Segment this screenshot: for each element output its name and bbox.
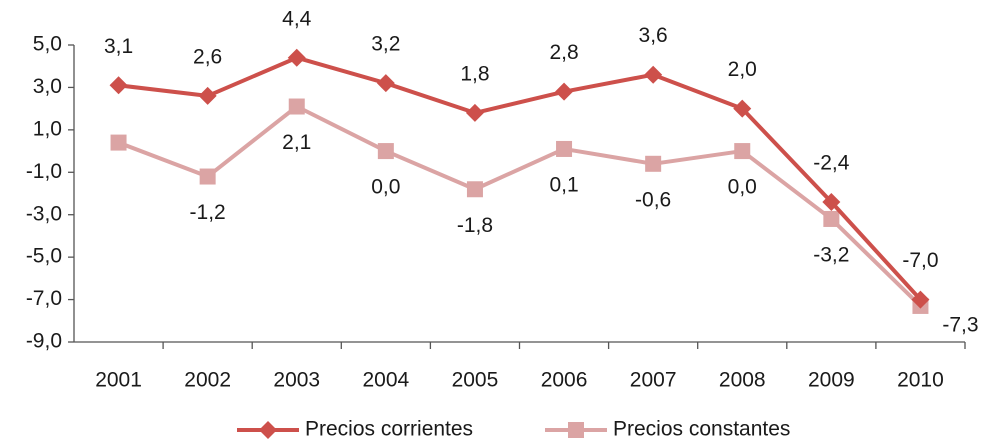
data-label: 2,1 (282, 131, 311, 154)
data-label: -2,4 (813, 152, 850, 175)
data-point (198, 86, 217, 105)
data-point (110, 134, 127, 151)
x-tick-label: 2008 (719, 369, 766, 392)
data-point (288, 98, 305, 115)
data-label: -1,2 (190, 201, 226, 224)
data-point (644, 65, 663, 84)
data-point (109, 76, 128, 95)
y-tick-label: -1,0 (26, 160, 62, 183)
x-tick-label: 2002 (184, 369, 231, 392)
data-label: 3,2 (371, 33, 400, 56)
legend-label: Precios constantes (613, 418, 790, 441)
data-point (823, 210, 840, 227)
data-label: 2,0 (728, 58, 757, 81)
data-label: 0,1 (549, 173, 578, 196)
data-label: 0,0 (371, 176, 400, 199)
data-point (734, 143, 751, 160)
y-tick-label: 5,0 (33, 33, 62, 56)
series-line (117, 104, 922, 308)
data-label: 1,8 (460, 62, 489, 85)
x-tick-label: 2005 (452, 369, 499, 392)
data-label: 3,1 (104, 35, 133, 58)
y-tick-label: 1,0 (33, 117, 62, 140)
legend-marker (568, 422, 584, 438)
legend-marker (259, 421, 277, 439)
x-tick-label: 2009 (808, 369, 855, 392)
data-point (465, 103, 484, 122)
data-label: -7,3 (942, 313, 978, 336)
x-tick-label: 2004 (362, 369, 409, 392)
data-point (199, 168, 216, 185)
x-tick-label: 2003 (273, 369, 320, 392)
series-line (118, 55, 922, 301)
x-tick-label: 2007 (630, 369, 677, 392)
y-tick-label: -7,0 (26, 287, 62, 310)
data-point (822, 192, 841, 211)
y-tick-label: -5,0 (26, 245, 62, 268)
data-point (376, 74, 395, 93)
data-point (555, 82, 574, 101)
data-point (287, 48, 306, 67)
legend-label: Precios corrientes (305, 418, 473, 441)
data-label: 4,4 (282, 7, 312, 30)
y-tick-label: -3,0 (26, 202, 62, 225)
data-label: 0,0 (728, 176, 757, 199)
data-label: -1,8 (457, 214, 493, 237)
x-tick-label: 2001 (95, 369, 142, 392)
data-label: 2,6 (193, 45, 222, 68)
data-point (645, 155, 662, 172)
data-label: -3,2 (813, 244, 849, 267)
data-point (733, 99, 752, 118)
data-label: 2,8 (549, 41, 578, 64)
data-label: 3,6 (639, 24, 668, 47)
data-point (911, 290, 930, 309)
data-point (466, 181, 483, 198)
y-tick-label: -9,0 (26, 330, 62, 353)
data-label: -7,0 (902, 249, 938, 272)
y-tick-label: 3,0 (33, 75, 62, 98)
x-tick-label: 2010 (897, 369, 944, 392)
data-label: -0,6 (635, 188, 671, 211)
data-point (556, 140, 573, 157)
x-tick-label: 2006 (541, 369, 588, 392)
data-point (377, 143, 394, 160)
